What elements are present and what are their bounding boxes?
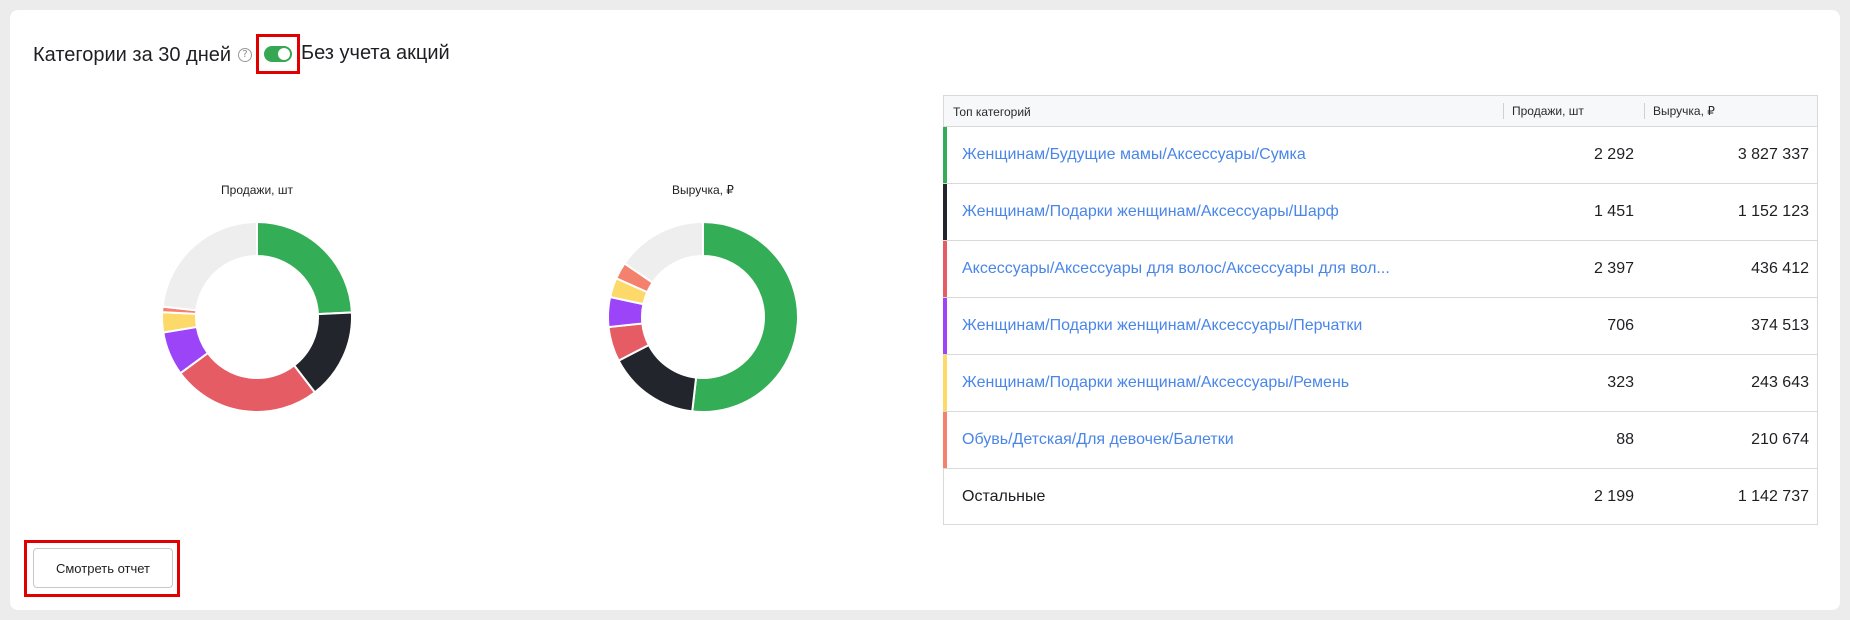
- toggle-label: Без учета акций: [301, 42, 450, 64]
- button-highlight-box: [24, 540, 180, 597]
- table-row: Женщинам/Подарки женщинам/Аксессуары/Пер…: [943, 298, 1817, 355]
- table-body: Женщинам/Будущие мамы/Аксессуары/Сумка 2 …: [943, 127, 1817, 526]
- row-color-marker: [943, 184, 947, 240]
- revenue-value: 210 674: [1751, 431, 1809, 448]
- sales-value: 2 199: [1593, 488, 1634, 505]
- table-row: Женщинам/Подарки женщинам/Аксессуары/Рем…: [943, 355, 1817, 412]
- sales-value: 1 451: [1593, 203, 1634, 220]
- category-link[interactable]: Аксессуары/Аксессуары для волос/Аксессуа…: [962, 260, 1390, 277]
- header-category: Топ категорий: [953, 105, 1031, 119]
- row-color-marker: [943, 355, 947, 411]
- revenue-chart-title: Выручка, ₽: [672, 183, 734, 197]
- header-revenue: Выручка, ₽: [1644, 103, 1715, 119]
- revenue-value: 243 643: [1751, 374, 1809, 391]
- category-link[interactable]: Женщинам/Подарки женщинам/Аксессуары/Пер…: [962, 317, 1363, 334]
- revenue-donut-chart: [607, 220, 799, 413]
- sales-value: 323: [1607, 374, 1634, 391]
- category-link[interactable]: Женщинам/Подарки женщинам/Аксессуары/Рем…: [962, 374, 1350, 391]
- sales-value: 88: [1616, 431, 1634, 448]
- table-header: Топ категорий Продажи, шт Выручка, ₽: [944, 96, 1817, 127]
- category-label: Остальные: [962, 488, 1046, 505]
- revenue-value: 1 142 737: [1737, 488, 1809, 505]
- sales-chart-title: Продажи, шт: [221, 183, 293, 197]
- revenue-value: 374 513: [1751, 317, 1809, 334]
- category-link[interactable]: Женщинам/Будущие мамы/Аксессуары/Сумка: [962, 146, 1306, 163]
- donut-segment[interactable]: [256, 220, 353, 316]
- table-row: Женщинам/Будущие мамы/Аксессуары/Сумка 2 …: [943, 127, 1817, 184]
- top-categories-table: Топ категорий Продажи, шт Выручка, ₽ Жен…: [943, 95, 1818, 525]
- row-color-marker: [943, 298, 947, 354]
- row-color-marker: [943, 127, 947, 183]
- revenue-value: 436 412: [1751, 260, 1809, 277]
- row-color-marker: [943, 241, 947, 297]
- donut-segment[interactable]: [178, 351, 317, 413]
- sales-value: 706: [1607, 317, 1634, 334]
- table-row: Остальные 2 199 1 142 737: [944, 469, 1817, 526]
- title-row: Категории за 30 дней ?: [33, 40, 253, 70]
- help-icon[interactable]: ?: [238, 48, 253, 62]
- view-report-button[interactable]: Смотреть отчет: [33, 548, 173, 588]
- table-row: Обувь/Детская/Для девочек/Балетки 88 210 6…: [943, 412, 1817, 469]
- toggle-knob: [278, 48, 290, 60]
- sales-donut-chart: [161, 220, 353, 413]
- sales-value: 2 397: [1593, 260, 1634, 277]
- promo-toggle[interactable]: [264, 46, 292, 62]
- row-color-marker: [943, 412, 947, 468]
- table-row: Женщинам/Подарки женщинам/Аксессуары/Шар…: [943, 184, 1817, 241]
- revenue-value: 3 827 337: [1737, 146, 1809, 163]
- donut-segment[interactable]: [691, 220, 799, 413]
- toggle-highlight-box: [256, 34, 300, 74]
- table-row: Аксессуары/Аксессуары для волос/Аксессуа…: [943, 241, 1817, 298]
- sales-value: 2 292: [1593, 146, 1634, 163]
- donut-segment[interactable]: [161, 220, 258, 312]
- category-link[interactable]: Обувь/Детская/Для девочек/Балетки: [962, 431, 1234, 448]
- header-sales: Продажи, шт: [1503, 103, 1584, 119]
- donut-segment[interactable]: [623, 220, 704, 285]
- section-title: Категории за 30 дней: [33, 43, 232, 66]
- revenue-value: 1 152 123: [1737, 203, 1809, 220]
- category-link[interactable]: Женщинам/Подарки женщинам/Аксессуары/Шар…: [962, 203, 1339, 220]
